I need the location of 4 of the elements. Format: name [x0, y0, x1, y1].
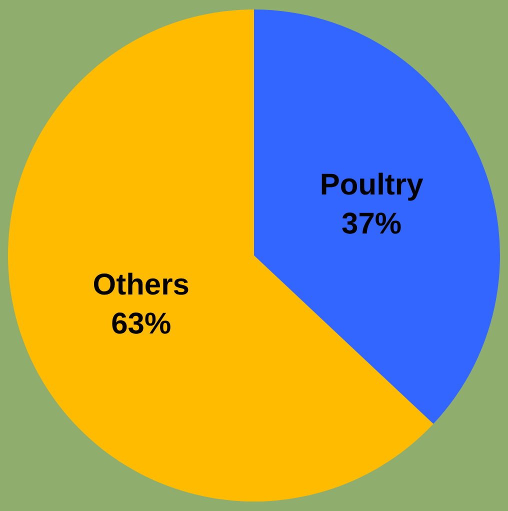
slice-label: Others: [92, 268, 190, 302]
slice-label: Poultry: [320, 168, 424, 202]
data-label: 63%: [111, 307, 172, 340]
data-label: 37%: [342, 208, 402, 241]
